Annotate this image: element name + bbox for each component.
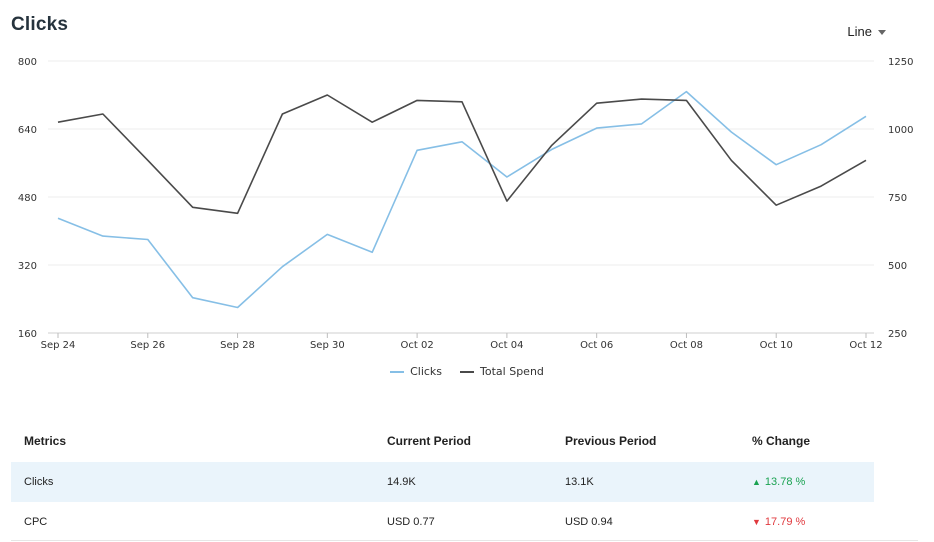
arrow-up-icon: ▲ — [752, 477, 761, 487]
x-tick-label: Oct 02 — [401, 340, 434, 351]
y-left-tick-label: 480 — [18, 193, 37, 204]
legend-item-total-spend[interactable]: Total Spend — [460, 365, 544, 378]
header-metrics: Metrics — [24, 434, 67, 448]
x-tick-label: Sep 28 — [220, 340, 255, 351]
change-value: ▼ 17.79 % — [752, 516, 874, 528]
change-percent: 13.78 % — [764, 476, 806, 488]
chart-legend: Clicks Total Spend — [0, 365, 934, 378]
legend-label-clicks: Clicks — [410, 365, 443, 378]
x-tick-label: Oct 10 — [760, 340, 793, 351]
header-change: % Change — [752, 434, 811, 448]
y-left-tick-label: 160 — [18, 329, 37, 340]
arrow-down-icon: ▼ — [752, 517, 761, 527]
y-right-tick-label: 750 — [888, 193, 907, 204]
x-tick-label: Oct 12 — [849, 340, 882, 351]
caret-down-icon — [878, 29, 886, 35]
x-tick-label: Sep 26 — [130, 340, 165, 351]
y-left-tick-label: 320 — [18, 261, 37, 272]
metrics-header-row: Metrics Current Period Previous Period %… — [11, 420, 874, 462]
current-value: USD 0.77 — [387, 516, 435, 528]
previous-value: 13.1K — [565, 476, 594, 488]
metrics-table: Metrics Current Period Previous Period %… — [11, 420, 874, 542]
y-left-tick-label: 640 — [18, 125, 37, 136]
line-chart: 160 320 480 640 800 250 500 750 1000 1250 Sep 24 Se… — [18, 57, 914, 351]
y-right-tick-label: 500 — [888, 261, 907, 272]
y-right-tick-label: 250 — [888, 329, 907, 340]
x-tick-label: Oct 06 — [580, 340, 613, 351]
chart-type-label: Line — [847, 24, 872, 39]
series-line-total-spend — [57, 94, 867, 215]
legend-item-clicks[interactable]: Clicks — [390, 365, 442, 378]
y-left-tick-label: 800 — [18, 57, 37, 68]
current-value: 14.9K — [387, 476, 416, 488]
legend-label-total-spend: Total Spend — [480, 365, 544, 378]
x-tick-label: Oct 04 — [490, 340, 523, 351]
y-right-tick-label: 1250 — [888, 57, 913, 68]
table-divider — [11, 540, 918, 541]
page-title: Clicks — [11, 14, 69, 35]
legend-swatch-clicks — [390, 370, 405, 373]
previous-value: USD 0.94 — [565, 516, 613, 528]
x-tick-label: Sep 30 — [310, 340, 345, 351]
table-row[interactable]: CPC USD 0.77 USD 0.94 ▼ 17.79 % — [11, 502, 874, 542]
y-right-tick-label: 1000 — [888, 125, 913, 136]
header-previous-period: Previous Period — [565, 434, 657, 448]
metric-name: CPC — [24, 516, 48, 528]
table-row[interactable]: Clicks 14.9K 13.1K ▲ 13.78 % — [11, 462, 874, 502]
change-value: ▲ 13.78 % — [752, 476, 874, 488]
metric-name: Clicks — [24, 476, 54, 488]
series-line-clicks — [57, 90, 867, 309]
legend-swatch-total-spend — [460, 370, 475, 373]
header-current-period: Current Period — [387, 434, 472, 448]
chart-type-dropdown[interactable]: Line — [847, 24, 886, 39]
x-tick-label: Oct 08 — [670, 340, 703, 351]
x-tick-label: Sep 24 — [41, 340, 76, 351]
change-percent: 17.79 % — [764, 516, 806, 528]
